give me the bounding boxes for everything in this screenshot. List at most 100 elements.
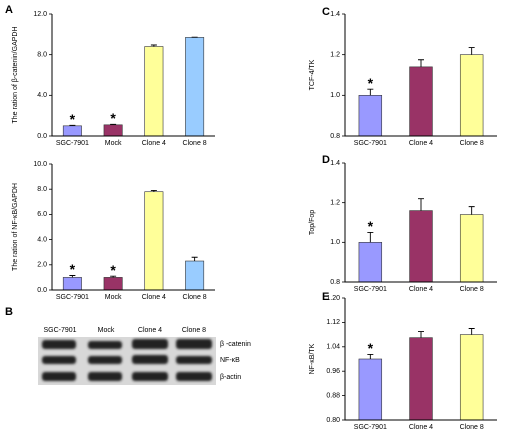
y-tick-label: 1.4 (330, 160, 340, 167)
y-tick-label: 10.0 (33, 161, 47, 168)
error-bar (110, 123, 117, 125)
error-bar (69, 275, 76, 278)
bar (144, 46, 164, 137)
x-tick-label: Clone 4 (409, 424, 433, 431)
x-tick-label: Clone 8 (460, 424, 484, 431)
x-tick-label: Mock (105, 294, 122, 301)
error-bar (367, 88, 374, 96)
panel-letter: D (322, 154, 330, 166)
lane-label: Mock (98, 327, 115, 334)
x-tick-label: Mock (105, 140, 122, 147)
chart-panel: D Top/Fop 0.8 1.0 1.2 1.4 * SGC-7901 Clone 4 Clon… (309, 154, 497, 293)
error-bar (367, 353, 374, 359)
bar (185, 260, 205, 291)
x-tick-label: Clone 4 (409, 140, 433, 147)
x-tick-label: SGC-7901 (354, 140, 387, 147)
lane-label: Clone 4 (138, 327, 162, 334)
panel-letter: A (5, 4, 13, 16)
y-tick-label: 1.12 (326, 319, 340, 326)
western-blot: B SGC-7901 Mock Clone 4 Clone 8 β -caten… (5, 306, 251, 385)
axes (344, 163, 497, 283)
error-bar (468, 47, 475, 55)
y-tick-label: 4.0 (37, 236, 47, 243)
y-tick-label: 8.0 (37, 52, 47, 59)
y-tick-label: 6.0 (37, 211, 47, 218)
lane-label: SGC-7901 (43, 327, 76, 334)
x-tick-label: SGC-7901 (56, 140, 89, 147)
y-tick-label: 0.0 (37, 133, 47, 140)
y-tick-label: 1.0 (330, 239, 340, 246)
y-tick-label: 8.0 (37, 186, 47, 193)
axes (51, 14, 215, 137)
bar (409, 66, 433, 137)
y-tick-label: 0.96 (326, 368, 340, 375)
x-tick-label: Clone 4 (409, 286, 433, 293)
y-tick-label: 1.2 (330, 200, 340, 207)
significance-mark: * (368, 340, 374, 356)
error-bar (150, 190, 157, 192)
x-tick-label: Clone 8 (460, 140, 484, 147)
y-tick-label: 0.0 (37, 287, 47, 294)
lane-label: Clone 8 (182, 327, 206, 334)
y-tick-label: 0.8 (330, 279, 340, 286)
error-bar (191, 256, 198, 262)
significance-mark: * (110, 262, 116, 278)
error-bar (418, 59, 424, 67)
y-axis-label: NF-κB/TK (309, 343, 316, 374)
error-bar (110, 275, 117, 278)
y-axis-label: The ration of β-catenin/GAPDH (12, 26, 19, 123)
y-tick-label: 4.0 (37, 92, 47, 99)
significance-mark: * (70, 261, 76, 277)
y-axis-label: TCF-4/TK (309, 59, 316, 90)
y-tick-label: 1.20 (326, 295, 340, 302)
band-label: β-actin (220, 374, 241, 381)
y-axis-label: Top/Fop (309, 210, 316, 235)
x-tick-label: Clone 8 (183, 294, 207, 301)
y-tick-label: 1.0 (330, 92, 340, 99)
x-tick-label: SGC-7901 (56, 294, 89, 301)
x-tick-label: Clone 4 (142, 294, 166, 301)
y-tick-label: 1.04 (326, 344, 340, 351)
bar (62, 277, 82, 291)
bands (42, 339, 212, 381)
x-tick-label: Clone 8 (460, 286, 484, 293)
error-bar (468, 328, 475, 335)
panel-letter: C (322, 6, 330, 18)
bar (144, 191, 164, 291)
bar (358, 242, 383, 283)
bar (62, 125, 82, 137)
error-bar (367, 231, 374, 243)
panel-letter: B (5, 306, 13, 318)
band-label: NF-κB (220, 357, 240, 364)
y-tick-label: 1.4 (330, 11, 340, 18)
significance-mark: * (70, 111, 76, 127)
bar (103, 124, 123, 137)
band-label: β -catenin (220, 341, 251, 348)
error-bar (418, 331, 424, 338)
axes (344, 298, 497, 421)
axes (51, 164, 215, 291)
chart-panel: The ration of NF-κB/GAPDH 0.0 2.0 4.0 6.0 8.0… (12, 161, 215, 301)
y-tick-label: 0.80 (326, 417, 340, 424)
x-tick-label: SGC-7901 (354, 424, 387, 431)
bar (459, 334, 484, 421)
bar (358, 95, 383, 137)
bar (409, 210, 433, 283)
x-tick-label: SGC-7901 (354, 286, 387, 293)
bar (409, 337, 433, 421)
chart-panel: C TCF-4/TK 0.8 1.0 1.2 1.4 * SGC-7901 Clone 4 Clo… (309, 6, 497, 147)
significance-mark: * (368, 75, 374, 91)
chart-panel: A The ration of β-catenin/GAPDH 0.0 4.0 8.0 1… (5, 4, 215, 147)
x-tick-label: Clone 4 (142, 140, 166, 147)
bar (358, 358, 383, 421)
significance-mark: * (368, 218, 374, 234)
error-bar (468, 206, 475, 215)
error-bar (418, 198, 424, 211)
y-axis-label: The ration of NF-κB/GAPDH (12, 183, 19, 271)
bar (103, 277, 123, 291)
chart-panel: E NF-κB/TK 0.80 0.88 0.96 1.04 1.12 1.20 * SGC-79… (309, 291, 497, 431)
y-tick-label: 1.2 (330, 52, 340, 59)
x-tick-label: Clone 8 (183, 140, 207, 147)
panel-letter: E (322, 291, 329, 303)
